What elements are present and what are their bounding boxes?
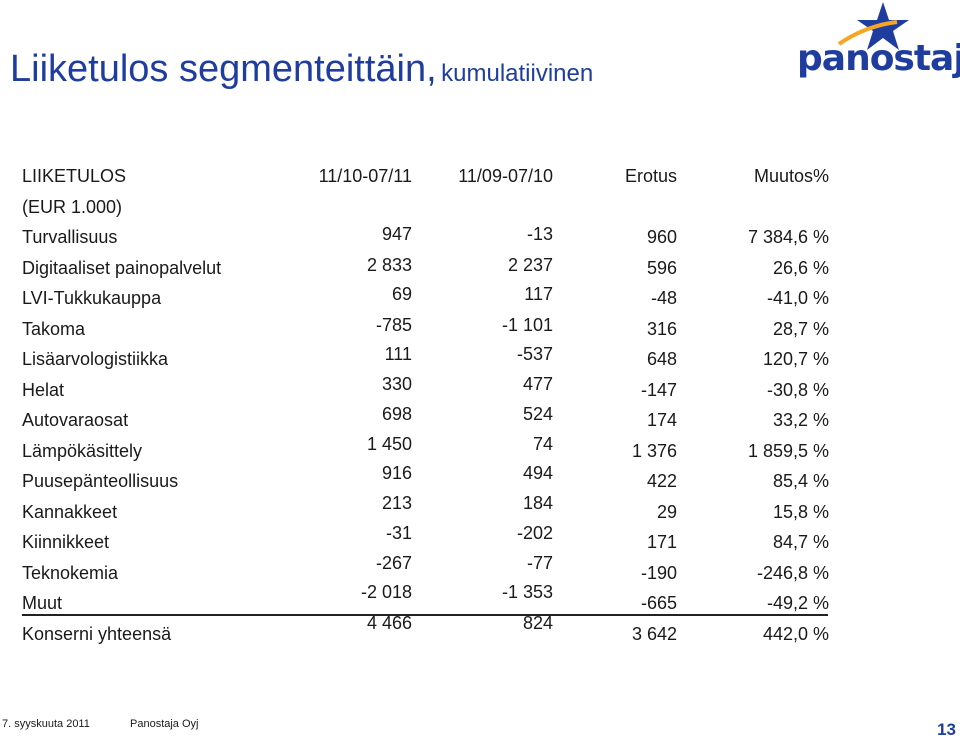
row-value-change-percent: 442,0 % (762, 623, 829, 644)
row-value-period-previous: -77 (526, 552, 553, 573)
star-icon (837, 2, 909, 50)
row-value-period-previous: -202 (516, 523, 553, 543)
row-label: LVI-Tukkukauppa (22, 288, 162, 308)
total-divider (22, 614, 828, 616)
row-value-difference: 3 642 (631, 623, 677, 644)
row-value-change-percent: 15,8 % (772, 501, 829, 522)
header-col4: Muutos% (753, 166, 829, 186)
row-label: Turvallisuus (22, 227, 118, 247)
row-value-difference: 422 (646, 471, 677, 491)
row-value-change-percent: 120,7 % (762, 349, 829, 369)
results-table: LIIKETULOS (EUR 1.000) 11/10-07/11 11/09… (22, 166, 829, 644)
row-label: Autovaraosat (22, 410, 129, 430)
row-label: Helat (22, 379, 65, 400)
footer-company: Panostaja Oyj (130, 718, 199, 730)
row-value-period-previous: 477 (522, 373, 553, 394)
row-value-difference: 596 (646, 257, 677, 278)
row-value-period-previous: 184 (522, 492, 553, 513)
row-value-period-current: -2 018 (360, 582, 412, 602)
row-label: Kiinnikkeet (22, 532, 110, 552)
row-value-period-current: 213 (381, 492, 412, 513)
row-value-change-percent: 85,4 % (772, 471, 829, 491)
row-label: Takoma (22, 318, 86, 339)
row-value-change-percent: 26,6 % (772, 257, 829, 278)
row-value-period-previous: 494 (522, 463, 553, 483)
row-value-period-previous: 117 (524, 284, 553, 304)
row-value-period-previous: 2 237 (507, 254, 553, 275)
row-label: Kannakkeet (22, 501, 118, 522)
row-value-period-current: -31 (385, 523, 412, 543)
row-value-period-current: 330 (381, 373, 412, 394)
title-sub: kumulatiivinen (441, 60, 594, 87)
title-main: Liiketulos segmenteittäin, (10, 48, 437, 90)
row-value-change-percent: 28,7 % (772, 318, 829, 339)
row-value-period-current: 1 450 (366, 433, 412, 454)
row-value-change-percent: -49,2 % (766, 593, 829, 613)
slide-title: Liiketulos segmenteittäin, kumulatiivine… (10, 48, 593, 91)
header-label-line1: LIIKETULOS (22, 166, 127, 186)
row-value-change-percent: 84,7 % (772, 532, 829, 552)
row-value-period-current: 916 (381, 463, 412, 483)
row-value-period-current: -267 (375, 552, 412, 573)
row-value-difference: 29 (656, 501, 677, 522)
row-value-change-percent: -30,8 % (766, 379, 829, 400)
row-value-period-current: -785 (375, 314, 412, 335)
row-value-period-current: 2 833 (366, 254, 412, 275)
row-value-difference: 174 (646, 410, 677, 430)
row-value-period-previous: 824 (522, 612, 553, 633)
row-label: Lämpökäsittely (22, 440, 143, 461)
row-value-period-previous: -1 101 (501, 314, 553, 335)
footer-date: 7. syyskuuta 2011 (2, 718, 90, 730)
row-value-period-current: 698 (381, 404, 412, 424)
row-value-period-previous: -13 (526, 224, 553, 244)
row-value-difference: -665 (640, 593, 677, 613)
row-value-change-percent: -246,8 % (756, 562, 829, 583)
row-value-difference: 316 (646, 318, 677, 339)
row-label: Puusepänteollisuus (22, 471, 179, 491)
panostaja-logo: panostaja (795, 0, 960, 90)
row-label: Muut (22, 593, 63, 613)
row-value-period-current: 69 (391, 284, 412, 304)
logo-wordmark: panostaja (797, 38, 960, 79)
row-value-change-percent: -41,0 % (766, 288, 829, 308)
row-value-period-current: 4 466 (366, 612, 412, 633)
row-value-difference: 1 376 (631, 440, 677, 461)
row-value-period-previous: -1 353 (501, 582, 553, 602)
row-value-period-previous: -537 (516, 344, 553, 364)
row-value-period-current: 111 (384, 344, 412, 364)
row-value-difference: 960 (646, 227, 677, 247)
row-value-difference: -48 (650, 288, 677, 308)
row-value-difference: 648 (646, 349, 677, 369)
row-value-change-percent: 7 384,6 % (747, 227, 829, 247)
row-value-difference: 171 (646, 532, 677, 552)
row-value-period-previous: 524 (522, 404, 553, 424)
header-col3: Erotus (624, 166, 677, 186)
row-label: Digitaaliset painopalvelut (22, 257, 222, 278)
row-value-period-previous: 74 (532, 433, 553, 454)
row-value-difference: -190 (640, 562, 677, 583)
row-value-change-percent: 1 859,5 % (747, 440, 829, 461)
header-col1: 11/10-07/11 (318, 166, 412, 186)
header-label-line2: (EUR 1.000) (22, 197, 123, 217)
page-number: 13 (937, 720, 956, 739)
header-col2: 11/09-07/10 (458, 166, 553, 186)
row-value-change-percent: 33,2 % (772, 410, 829, 430)
row-label: Lisäarvologistiikka (22, 349, 169, 369)
row-value-difference: -147 (640, 379, 677, 400)
row-label: Konserni yhteensä (22, 623, 172, 644)
row-value-period-current: 947 (381, 224, 412, 244)
row-label: Teknokemia (22, 562, 119, 583)
